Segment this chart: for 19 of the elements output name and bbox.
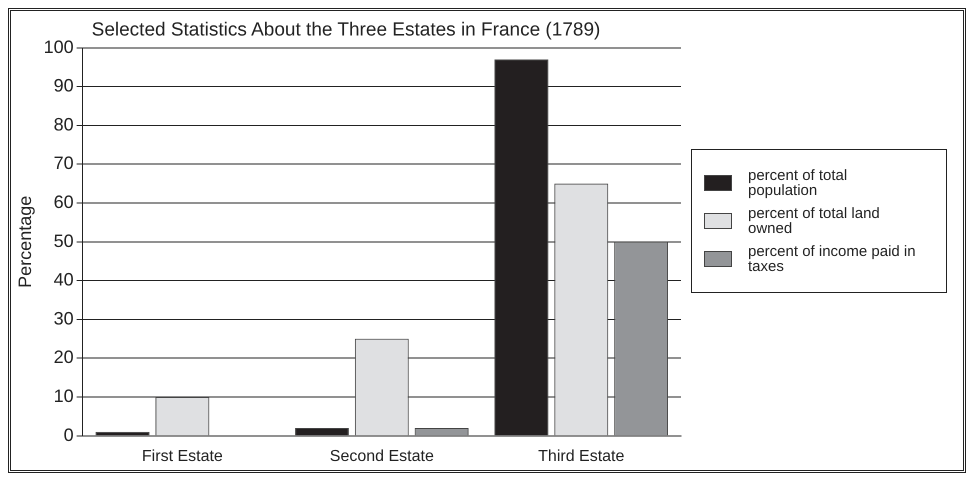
x-tick-label: First Estate (142, 448, 223, 465)
legend-label: percent of total population (748, 166, 848, 198)
y-tick-label: 60 (54, 192, 74, 212)
y-tick-label: 80 (54, 114, 74, 134)
y-axis-title: Percentage (14, 196, 35, 288)
chart-title: Selected Statistics About the Three Estates in France (1789) (92, 20, 600, 41)
y-tick-label: 30 (54, 308, 74, 328)
y-tick-label: 50 (54, 230, 74, 251)
legend-label: percent of total land owned (748, 204, 881, 236)
x-tick-label: Third Estate (538, 448, 624, 465)
legend-label: percent of income paid in taxes (748, 242, 917, 274)
y-tick-label: 100 (44, 36, 74, 57)
y-tick-label: 40 (54, 270, 74, 290)
x-tick-label: Second Estate (330, 448, 434, 465)
y-tick-label: 10 (54, 386, 74, 406)
y-tick-label: 70 (54, 153, 74, 174)
y-tick-label: 0 (64, 424, 74, 445)
y-tick-label: 90 (54, 76, 74, 96)
y-tick-label: 20 (54, 347, 74, 368)
